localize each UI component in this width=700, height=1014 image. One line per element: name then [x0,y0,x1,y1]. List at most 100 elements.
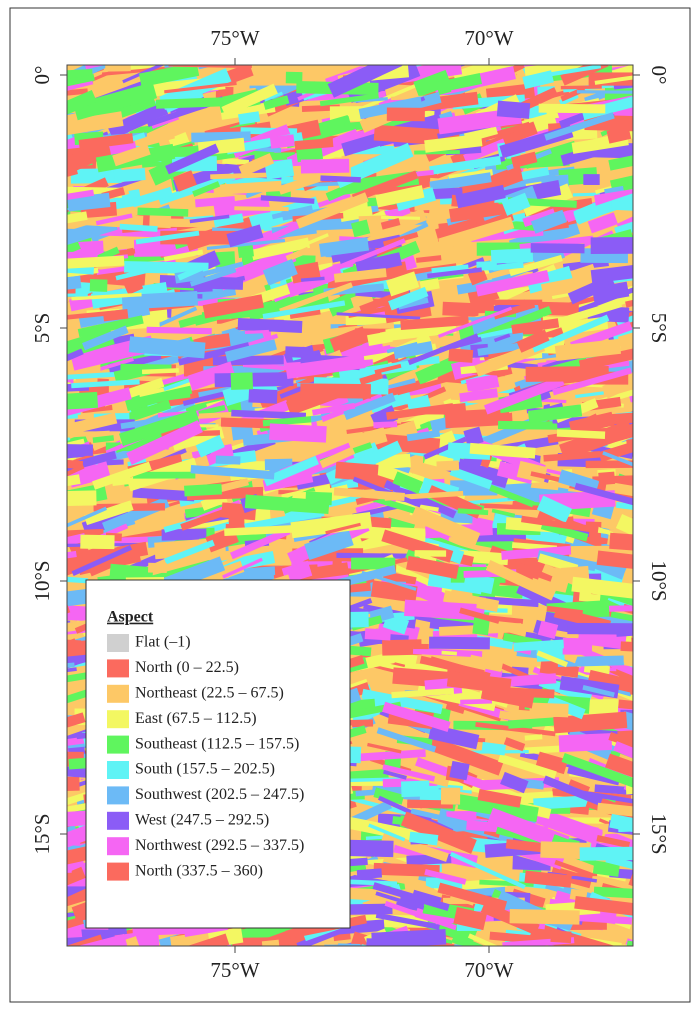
map-patch [392,471,424,494]
map-patch [67,933,128,946]
map-patch [189,267,237,287]
map-patch [264,91,283,102]
map-patch [472,617,490,636]
map-patch [602,604,633,612]
map-patch [71,379,140,389]
map-patch [91,65,170,82]
map-patch [368,823,406,842]
map-patch [319,93,379,107]
map-patch [613,741,633,771]
map-patch [554,338,622,362]
map-patch [189,214,230,224]
map-patch [155,96,235,109]
map-patch [285,354,366,379]
map-patch [546,299,623,330]
longitude-label: 75°W [210,958,259,982]
map-patch [350,219,371,238]
map-patch [413,643,429,650]
map-patch [155,306,198,329]
map-border [66,64,634,947]
map-patch [610,611,633,633]
map-patch [141,368,179,375]
map-patch [576,90,633,94]
map-patch [491,508,516,518]
map-patch [469,442,536,459]
map-patch [508,254,563,277]
map-patch [503,737,526,752]
map-patch [133,471,196,479]
map-patch [364,628,391,641]
map-patch [583,174,600,185]
map-patch [149,211,172,229]
map-patch [415,353,464,385]
map-patch [300,158,350,174]
map-patch [513,639,564,652]
map-patch [119,223,158,232]
map-patch [615,501,633,516]
map-patch [443,590,500,613]
map-patch [457,794,539,823]
map-patch [397,297,429,310]
map-patch [335,461,379,482]
map-patch [373,862,440,877]
map-patch [158,172,236,205]
map-patch [338,943,361,946]
map-patch [400,811,477,854]
map-patch [67,532,87,547]
map-patch [573,263,596,279]
map-patch [596,526,614,536]
latitude-label: 15°S [647,813,671,854]
map-patch [437,306,513,338]
map-patch [366,938,423,946]
map-patch [367,742,402,754]
map-patch [533,794,596,810]
map-patch [573,189,633,224]
map-patch [126,420,203,465]
map-patch [393,341,434,360]
map-patch [487,807,570,852]
map-patch [436,460,460,472]
map-patch [336,312,421,320]
map-patch [524,734,543,741]
map-patch [92,461,152,490]
map-patch [67,457,84,470]
map-patch [427,267,483,279]
map-patch [381,215,421,220]
latitude-label: 15°S [30,813,54,854]
map-patch [115,266,155,281]
map-patch [493,333,511,343]
map-patch [356,868,382,880]
map-patch [226,224,264,248]
map-patch [118,409,200,447]
legend-swatch [107,684,129,703]
latitude-label: 5°S [30,313,54,344]
map-patch [67,255,125,269]
map-patch [372,882,450,912]
map-patch [556,429,606,439]
map-patch [67,391,98,412]
map-patch [593,886,633,899]
map-patch [429,155,502,175]
map-patch [250,237,311,261]
map-patch [625,940,633,946]
map-patch [323,283,385,297]
map-patch [477,342,523,356]
map-patch [610,200,633,212]
map-patch [375,185,425,208]
map-patch [382,231,419,247]
legend-label: Flat (–1) [135,634,191,651]
map-patch [263,455,319,487]
map-patch [388,286,429,311]
map-patch [582,684,615,698]
map-patch [67,735,93,753]
map-patch [537,620,559,640]
map-patch [549,481,570,490]
map-patch [526,265,574,294]
legend-label: Northwest (292.5 – 337.5) [135,837,304,854]
map-patch [594,69,633,85]
map-patch [146,326,212,335]
map-patch [78,133,134,151]
latitude-label: 5°S [647,313,671,344]
map-patch [597,802,633,818]
map-patch [177,263,206,281]
